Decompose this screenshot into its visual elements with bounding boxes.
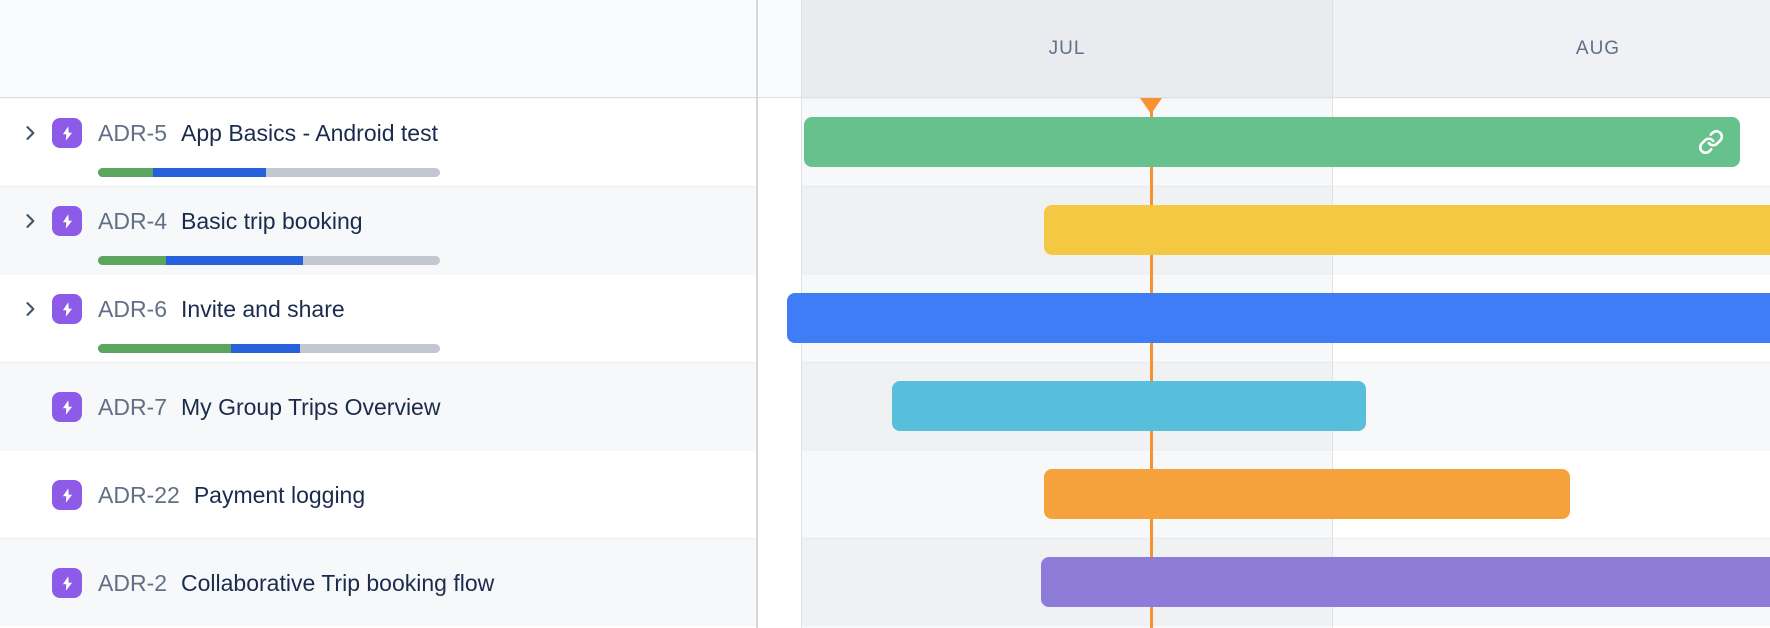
timeline-bar[interactable] <box>1044 469 1570 519</box>
epic-icon <box>52 392 82 422</box>
expand-chevron-icon[interactable] <box>20 209 52 233</box>
epic-icon <box>52 568 82 598</box>
issue-key: ADR-4 <box>98 207 168 234</box>
timeline-bar[interactable] <box>892 381 1366 431</box>
month-label: AUG <box>1575 37 1621 59</box>
today-marker-line <box>1150 98 1153 628</box>
expand-chevron-icon[interactable] <box>20 297 52 321</box>
issue-summary: Invite and share <box>181 295 345 322</box>
progress-done-segment <box>98 168 153 177</box>
gridline-aug-start <box>1332 98 1333 628</box>
issue-summary: Collaborative Trip booking flow <box>181 569 495 596</box>
progress-bar <box>98 168 440 177</box>
issue-summary: Payment logging <box>193 481 366 508</box>
issue-summary: My Group Trips Overview <box>181 393 441 420</box>
timeline-header: JUL AUG <box>0 0 1770 98</box>
timeline-row[interactable]: ADR-7 My Group Trips Overview <box>0 362 1770 450</box>
today-marker-triangle <box>1140 98 1162 114</box>
issue-key: ADR-5 <box>98 119 168 146</box>
timeline-row[interactable]: ADR-4 Basic trip booking <box>0 186 1770 274</box>
issue-key: ADR-22 <box>98 481 180 508</box>
chevron-placeholder <box>20 483 52 507</box>
issue-key: ADR-2 <box>98 569 168 596</box>
month-label: JUL <box>1048 37 1086 59</box>
progress-bar <box>98 344 440 353</box>
panel-resize-divider[interactable] <box>756 0 758 628</box>
gridline-jul-start <box>801 98 802 628</box>
issue-rows: ADR-5 App Basics - Android test ADR-4 Basic… <box>0 98 1770 628</box>
issue-key: ADR-6 <box>98 295 168 322</box>
timeline-bar[interactable] <box>804 117 1740 167</box>
progress-inprogress-segment <box>152 168 266 177</box>
link-icon <box>1698 129 1724 155</box>
progress-inprogress-segment <box>231 344 300 353</box>
epic-icon <box>52 480 82 510</box>
progress-done-segment <box>98 344 232 353</box>
progress-inprogress-segment <box>166 256 304 265</box>
epic-icon <box>52 294 82 324</box>
issue-summary: App Basics - Android test <box>181 119 438 146</box>
timeline-bar[interactable] <box>1041 557 1770 607</box>
progress-done-segment <box>98 256 167 265</box>
issue-key: ADR-7 <box>98 393 168 420</box>
month-header-aug: AUG <box>1332 0 1770 97</box>
chevron-placeholder <box>20 395 52 419</box>
expand-chevron-icon[interactable] <box>20 121 52 145</box>
timeline-bar[interactable] <box>1044 205 1770 255</box>
month-header-jul: JUL <box>801 0 1332 97</box>
epic-icon <box>52 206 82 236</box>
panel-gutter <box>758 98 801 628</box>
chevron-placeholder <box>20 571 52 595</box>
epic-icon <box>52 118 82 148</box>
timeline-bar[interactable] <box>787 293 1770 343</box>
issue-summary: Basic trip booking <box>181 207 363 234</box>
progress-bar <box>98 256 440 265</box>
